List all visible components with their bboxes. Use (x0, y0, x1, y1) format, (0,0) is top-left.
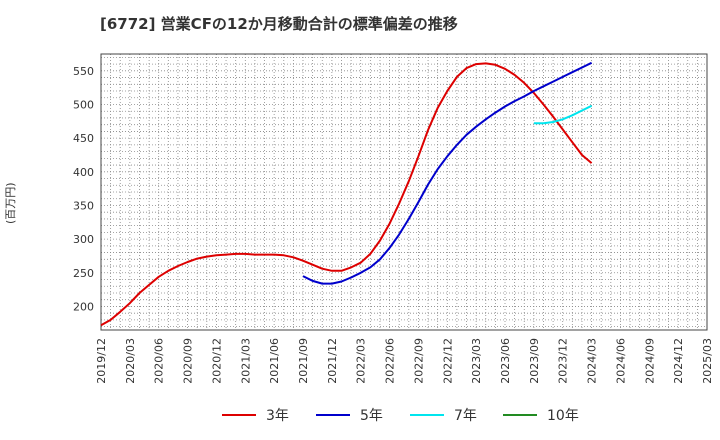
x-tick-label: 2022/03 (355, 338, 368, 384)
x-tick-label: 2024/09 (643, 338, 656, 384)
y-tick-label: 550 (73, 65, 94, 78)
legend-label: 7年 (454, 408, 477, 424)
x-tick-label: 2025/03 (701, 338, 714, 384)
x-tick-label: 2021/12 (326, 338, 339, 384)
legend-label: 5年 (360, 408, 383, 424)
y-tick-label: 250 (73, 267, 94, 280)
x-tick-label: 2024/12 (672, 338, 685, 384)
y-tick-label: 200 (73, 300, 94, 313)
y-tick-label: 300 (73, 233, 94, 246)
x-tick-label: 2023/06 (499, 338, 512, 384)
x-tick-label: 2020/09 (182, 338, 195, 384)
x-tick-label: 2020/12 (210, 338, 223, 384)
x-tick-label: 2020/03 (124, 338, 137, 384)
x-tick-label: 2021/03 (239, 338, 252, 384)
legend: 3年 5年 7年 10年 (0, 404, 720, 426)
series-line-3 (533, 104, 593, 125)
x-tick-label: 2022/06 (384, 338, 397, 384)
grid-lines (100, 54, 708, 330)
series-lines (100, 61, 593, 327)
y-tick-label: 400 (73, 166, 94, 179)
x-tick-label: 2023/09 (528, 338, 541, 384)
legend-swatch (503, 414, 537, 416)
x-tick-label: 2021/06 (268, 338, 281, 384)
x-tick-label: 2019/12 (95, 338, 108, 384)
chart-title: [6772] 営業CFの12か月移動合計の標準偏差の推移 (100, 15, 458, 33)
x-tick-label: 2022/12 (441, 338, 454, 384)
legend-swatch (222, 414, 256, 416)
y-tick-label: 350 (73, 199, 94, 212)
x-tick-label: 2023/12 (557, 338, 570, 384)
series-line-2 (302, 61, 593, 285)
plot-frame (100, 53, 708, 331)
x-tick-label: 2024/03 (586, 338, 599, 384)
x-tick-label: 2024/06 (614, 338, 627, 384)
x-tick-label: 2021/09 (297, 338, 310, 384)
x-tick-labels: 2019/12 2020/03 2020/06 2020/09 2020/12 2021/… (95, 338, 714, 384)
legend-label: 10年 (547, 408, 579, 424)
y-tick-label: 500 (73, 98, 94, 111)
legend-swatch (410, 414, 444, 416)
y-tick-label: 450 (73, 132, 94, 145)
y-tick-labels: 200 250 300 350 400 450 500 550 (73, 65, 94, 314)
x-tick-label: 2023/03 (470, 338, 483, 384)
x-tick-label: 2022/09 (412, 338, 425, 384)
legend-label: 3年 (266, 408, 289, 424)
series-line-1 (100, 62, 593, 327)
x-tick-label: 2020/06 (153, 338, 166, 384)
legend-swatch (316, 414, 350, 416)
